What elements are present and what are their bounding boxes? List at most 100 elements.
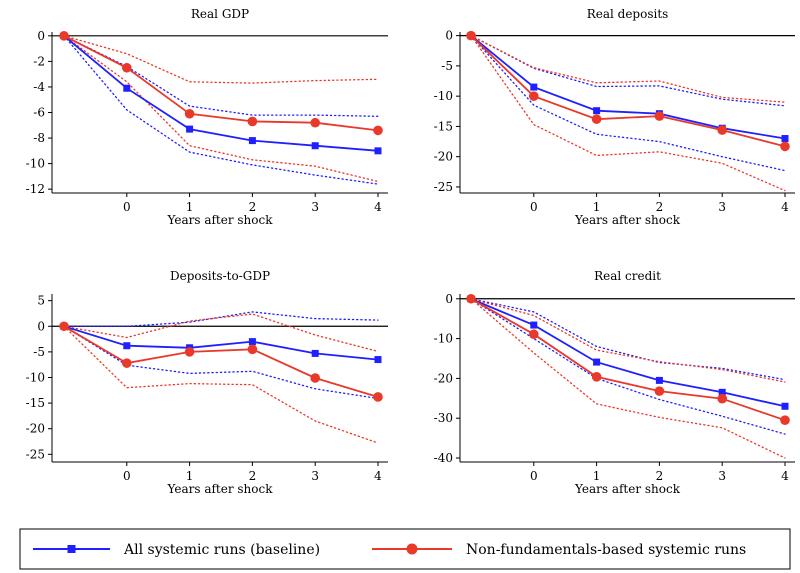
y-tick-label: -30: [434, 411, 453, 425]
series-0-point: [123, 342, 131, 350]
series-1-upper-band: [63, 35, 379, 84]
x-tick-label: 0: [530, 200, 538, 214]
x-tick-label: 4: [374, 200, 382, 214]
series-1-lower-band: [470, 34, 786, 192]
series-1-point: [654, 111, 665, 121]
series-1-point: [373, 125, 383, 136]
series-0-line: [63, 325, 379, 361]
x-tick-label: 3: [311, 200, 319, 214]
x-tick-label: 4: [781, 469, 789, 483]
y-tick-label: -20: [434, 150, 453, 164]
series-1-line: [63, 325, 379, 398]
legend-label-baseline: All systemic runs (baseline): [123, 542, 320, 558]
series-0-point: [781, 402, 789, 410]
y-tick-label: -8: [33, 131, 45, 145]
series-1-point: [247, 344, 258, 355]
y-tick-label: -10: [434, 89, 453, 103]
series-0-lower-band: [470, 298, 786, 435]
x-tick-label: 4: [374, 469, 382, 483]
panel-title: Real GDP: [191, 7, 249, 21]
y-tick-label: 0: [37, 319, 45, 333]
y-tick-label: -6: [33, 106, 45, 120]
series-1-lower-band: [63, 35, 379, 183]
series-0-upper-band: [470, 34, 786, 107]
y-tick-label: -10: [434, 332, 453, 346]
series-1-lower-band: [470, 298, 786, 459]
x-tick-label: 3: [311, 469, 319, 483]
panel-title: Deposits-to-GDP: [170, 269, 270, 283]
legend-marker-nonfund: [406, 543, 418, 555]
y-tick-label: -15: [26, 396, 45, 410]
panel-2: Deposits-to-GDP 5 0 -5 -10 -15 -20 -25 0 1 2 3 4 Year…: [26, 269, 388, 496]
panel-title: Real credit: [594, 269, 661, 283]
x-axis-label: Years after shock: [574, 213, 681, 227]
series-0-point: [248, 338, 256, 346]
series-1-point: [310, 373, 321, 383]
series-1-point: [247, 116, 258, 127]
series-1-upper-band: [470, 34, 786, 103]
series-0-upper-band: [63, 35, 379, 117]
series-1-point: [717, 393, 727, 404]
y-tick-label: -5: [441, 59, 453, 73]
series-1-point: [780, 415, 790, 425]
series-0-point: [374, 147, 382, 155]
x-tick-label: 3: [718, 200, 726, 214]
x-tick-label: 1: [186, 469, 194, 483]
series-1-point: [591, 372, 602, 382]
x-tick-label: 0: [530, 469, 538, 483]
y-tick-label: 0: [37, 29, 45, 43]
y-tick-label: -5: [33, 345, 45, 359]
series-1-point: [122, 358, 132, 368]
series-0-point: [530, 321, 538, 329]
series-0-point: [248, 137, 256, 145]
series-1-line: [470, 34, 786, 148]
series-1-point: [59, 321, 69, 332]
series-0-point: [123, 84, 131, 92]
series-0-point: [593, 358, 601, 366]
x-tick-label: 1: [593, 469, 601, 483]
panels: Real GDP 0 -2 -4 -6 -8 -10 -12 0 1 2 3 4 Years after …: [26, 7, 795, 496]
series-0-point: [718, 388, 726, 396]
series-1-point: [466, 30, 476, 41]
series-1-point: [184, 347, 195, 357]
legend-item-baseline: All systemic runs (baseline): [33, 542, 320, 558]
legend: All systemic runs (baseline) Non-fundame…: [19, 528, 791, 570]
series-0-lower-band: [63, 325, 379, 400]
y-tick-label: 0: [445, 29, 453, 43]
y-tick-label: 0: [445, 292, 453, 306]
y-tick-label: -25: [26, 447, 45, 461]
y-tick-label: -2: [33, 54, 45, 68]
series-1-point: [59, 31, 69, 41]
x-tick-label: 0: [123, 200, 131, 214]
series-1-point: [373, 392, 383, 402]
series-0-upper-band: [63, 311, 379, 327]
panel-3: Real credit 0 -10 -20 -30 -40 0 1 2 3 4 Years after…: [434, 269, 795, 496]
legend-marker-baseline: [67, 545, 76, 553]
x-tick-label: 2: [656, 200, 664, 214]
series-0-point: [311, 349, 319, 357]
series-1-point: [310, 117, 321, 128]
series-1-line: [470, 298, 786, 422]
series-0-point: [530, 83, 538, 91]
series-1-point: [466, 293, 476, 304]
y-tick-label: -20: [434, 371, 453, 385]
series-1-upper-band: [470, 298, 786, 383]
series-0-point: [655, 376, 663, 384]
y-tick-label: -12: [26, 182, 45, 196]
y-tick-label: -10: [26, 157, 45, 171]
series-1-lower-band: [63, 325, 379, 444]
series-1-point: [184, 108, 195, 119]
panel-0: Real GDP 0 -2 -4 -6 -8 -10 -12 0 1 2 3 4 Years after …: [26, 7, 388, 227]
y-tick-label: -40: [434, 451, 453, 465]
y-tick-label: -25: [434, 180, 453, 194]
y-tick-label: -10: [26, 370, 45, 384]
x-tick-label: 2: [656, 469, 664, 483]
series-1-point: [654, 386, 665, 396]
x-tick-label: 1: [186, 200, 194, 214]
y-tick-label: -4: [33, 80, 45, 94]
x-tick-label: 2: [249, 469, 257, 483]
x-tick-label: 2: [249, 200, 257, 214]
panel-1: Real deposits 0 -5 -10 -15 -20 -25 0 1 2 3 4 Years a…: [434, 7, 795, 227]
x-tick-label: 0: [123, 469, 131, 483]
series-1-point: [529, 329, 539, 340]
